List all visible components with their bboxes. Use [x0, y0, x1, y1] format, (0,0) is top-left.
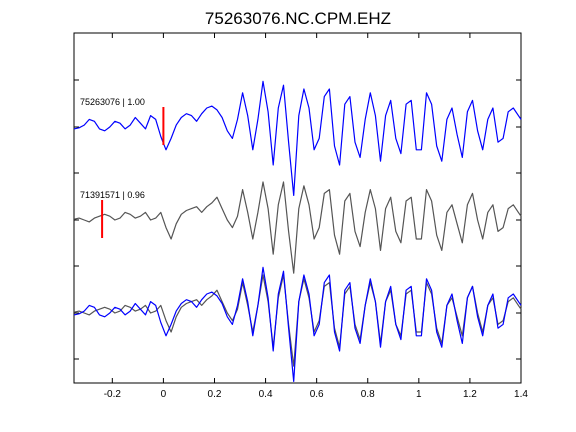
chart-title: 75263076.NC.CPM.EHZ	[205, 9, 391, 28]
x-tick-label: 1.4	[514, 389, 528, 400]
x-tick-marks	[111, 33, 522, 383]
x-tick-labels: -0.2 0 0.2 0.4 0.6 0.8 1 1.2 1.4	[104, 389, 529, 400]
waveform-traces	[73, 80, 522, 382]
waveform-trace-1	[73, 80, 522, 196]
trace-label-1: 75263076 | 1.00	[80, 97, 145, 107]
y-tick-marks	[74, 79, 521, 360]
x-tick-label: 0.6	[310, 389, 324, 400]
waveform-trace-2	[73, 181, 522, 274]
x-tick-label: 1.2	[463, 389, 477, 400]
trace-label-2: 71391571 | 0.96	[80, 190, 145, 200]
x-tick-label: 0.4	[259, 389, 273, 400]
x-tick-label: 1	[416, 389, 422, 400]
x-tick-label: 0.8	[361, 389, 375, 400]
x-tick-label: -0.2	[104, 389, 122, 400]
overlay-trace-1	[73, 266, 522, 382]
x-tick-label: 0.2	[208, 389, 222, 400]
pick-markers	[101, 107, 165, 238]
x-tick-label: 0	[161, 389, 167, 400]
trace-labels: 75263076 | 1.00 71391571 | 0.96	[80, 97, 145, 200]
